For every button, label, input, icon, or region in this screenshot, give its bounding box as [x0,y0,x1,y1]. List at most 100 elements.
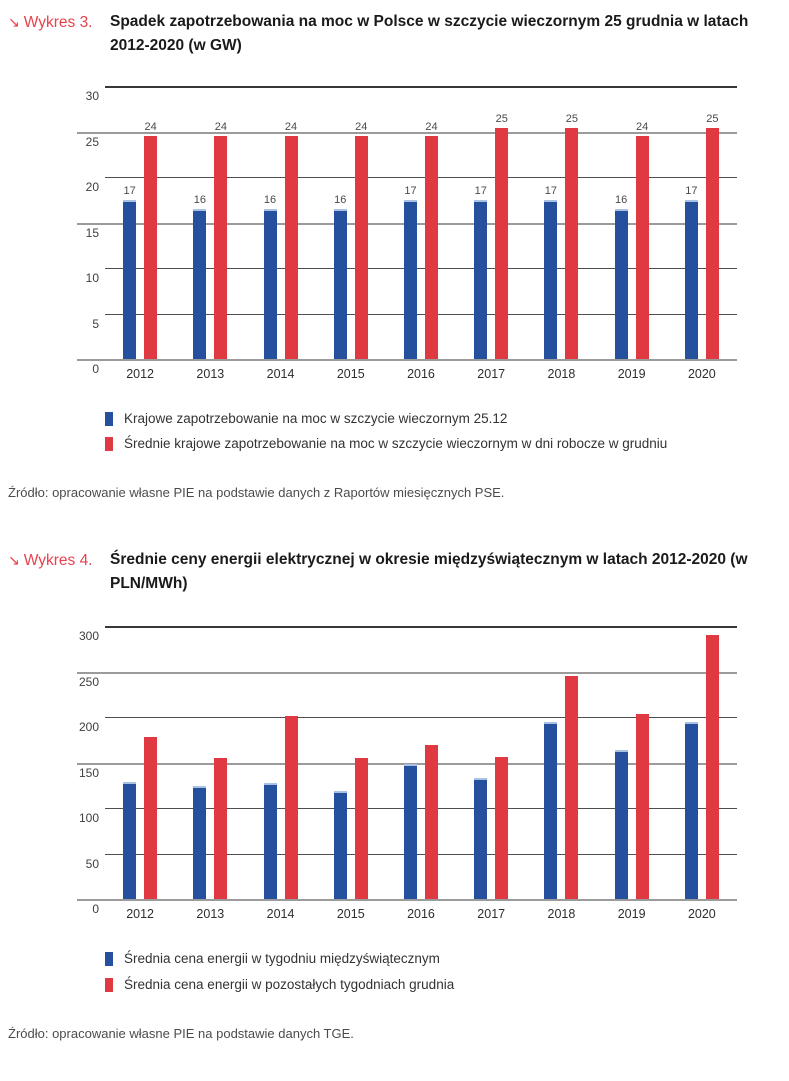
bar [495,127,509,359]
legend-item: Średnia cena energii w pozostałych tygod… [105,977,781,993]
bar-value-label: 17 [123,184,136,197]
bar [144,136,158,359]
arrow-down-right-icon: ↘ [8,14,20,30]
bar-value-label: 16 [193,193,206,206]
bar-groups: 17 24 16 24 16 24 16 24 17 24 17 25 17 25 16 24 17 25 [105,86,737,359]
figure4-label: ↘ Wykres 4. [8,548,110,573]
bar-groups [105,626,737,900]
figure4-title: Średnie ceny energii elektrycznej w okre… [110,551,748,593]
gridline [105,268,737,269]
legend-item: Średnia cena energii w tygodniu międzyśw… [105,951,781,967]
x-tick-label: 2019 [617,907,646,922]
bar-group-2018: 17 25 [526,86,596,359]
bar [635,713,649,900]
bar [544,199,558,359]
bar-wrap: 24 [144,122,158,359]
arrow-down-right-icon: ↘ [8,552,20,569]
y-tick-label: 5 [92,316,99,331]
bar-wrap [424,744,438,900]
bar [123,781,137,900]
x-axis-labels: 2012 2013 2014 2015 2016 2017 2018 2019 2020 [105,367,737,381]
bar [354,136,368,359]
x-tick-label: 2014 [266,907,295,922]
bar [333,790,347,900]
bar [284,136,298,359]
x-tick-label: 2015 [336,907,365,922]
bar-wrap [705,634,719,900]
gridline [77,899,737,902]
bar [214,136,228,359]
figure3-label: ↘ Wykres 3. [8,10,110,35]
bar-value-label: 17 [474,184,487,197]
bar-group-2015 [316,626,386,900]
x-tick-label: 2018 [547,367,576,381]
x-tick-label: 2016 [407,367,435,381]
bar-wrap [635,713,649,900]
bar-wrap: 17 [123,184,137,359]
bar [263,782,277,900]
legend-marker [105,952,113,967]
x-tick-label: 2020 [687,367,716,381]
bar [474,199,488,359]
y-tick-label: 300 [78,629,99,644]
gridline [77,359,737,361]
bar-group-2013 [175,626,245,900]
bar [565,127,579,359]
gridline [105,717,737,719]
legend-item: Krajowe zapotrzebowanie na moc w szczyci… [105,411,781,427]
bar [614,208,628,359]
x-tick-label: 2013 [196,367,225,381]
bar-wrap: 16 [614,194,628,359]
bar-wrap [123,781,137,900]
bar-wrap [614,749,628,900]
bar [354,758,368,900]
bar-value-label: 25 [495,112,508,125]
y-tick-label: 0 [92,362,99,376]
bar-group-2020: 17 25 [667,86,737,359]
bar [424,744,438,900]
bar-value-label: 24 [425,121,438,134]
bar-wrap: 25 [565,113,579,359]
legend-marker [105,437,113,452]
figure3-header: ↘ Wykres 3. Spadek zapotrzebowania na moc… [8,10,781,58]
bar-group-2018 [526,626,596,900]
y-tick-label: 0 [92,902,99,917]
bar-wrap: 17 [684,185,698,359]
figure4-legend: Średnia cena energii w tygodniu międzyśw… [105,951,781,992]
bar-group-2015: 16 24 [316,86,386,359]
bar-wrap [284,715,298,900]
bar [144,737,158,900]
bar-wrap: 24 [424,121,438,359]
bar [684,721,698,900]
gridline [105,313,737,315]
bar [705,127,719,359]
bar-wrap: 16 [263,194,277,359]
legend-label: Średnia cena energii w pozostałych tygod… [124,976,455,992]
gridline [77,131,737,134]
bar [214,758,228,900]
bar [424,136,438,359]
bar-value-label: 25 [706,112,719,125]
plot-area: 30 25 20 15 10 5 0 17 24 16 24 16 24 16 24 17 24 17 25 17 25… [57,86,739,376]
bar [333,208,347,359]
y-tick-label: 15 [85,225,99,240]
bar-wrap [403,763,417,900]
bar-value-label: 24 [214,121,227,134]
bar-wrap [144,737,158,900]
bar-group-2014: 16 24 [245,86,315,359]
bar-group-2016: 17 24 [386,86,456,359]
legend-label: Średnie krajowe zapotrzebowanie na moc w… [124,436,668,452]
bar-wrap: 24 [635,122,649,359]
figure4-number: Wykres 4. [23,552,93,570]
x-tick-label: 2015 [336,367,365,381]
x-tick-label: 2016 [407,907,435,922]
figure4-header: ↘ Wykres 4. Średnie ceny energii elektryc… [8,548,781,596]
bar-group-2017 [456,626,526,900]
bar-wrap [544,721,558,900]
bar [614,749,628,900]
y-tick-label: 200 [78,720,99,735]
x-tick-label: 2017 [477,907,506,922]
bar-value-label: 17 [544,184,558,197]
bar-value-label: 24 [355,121,368,134]
